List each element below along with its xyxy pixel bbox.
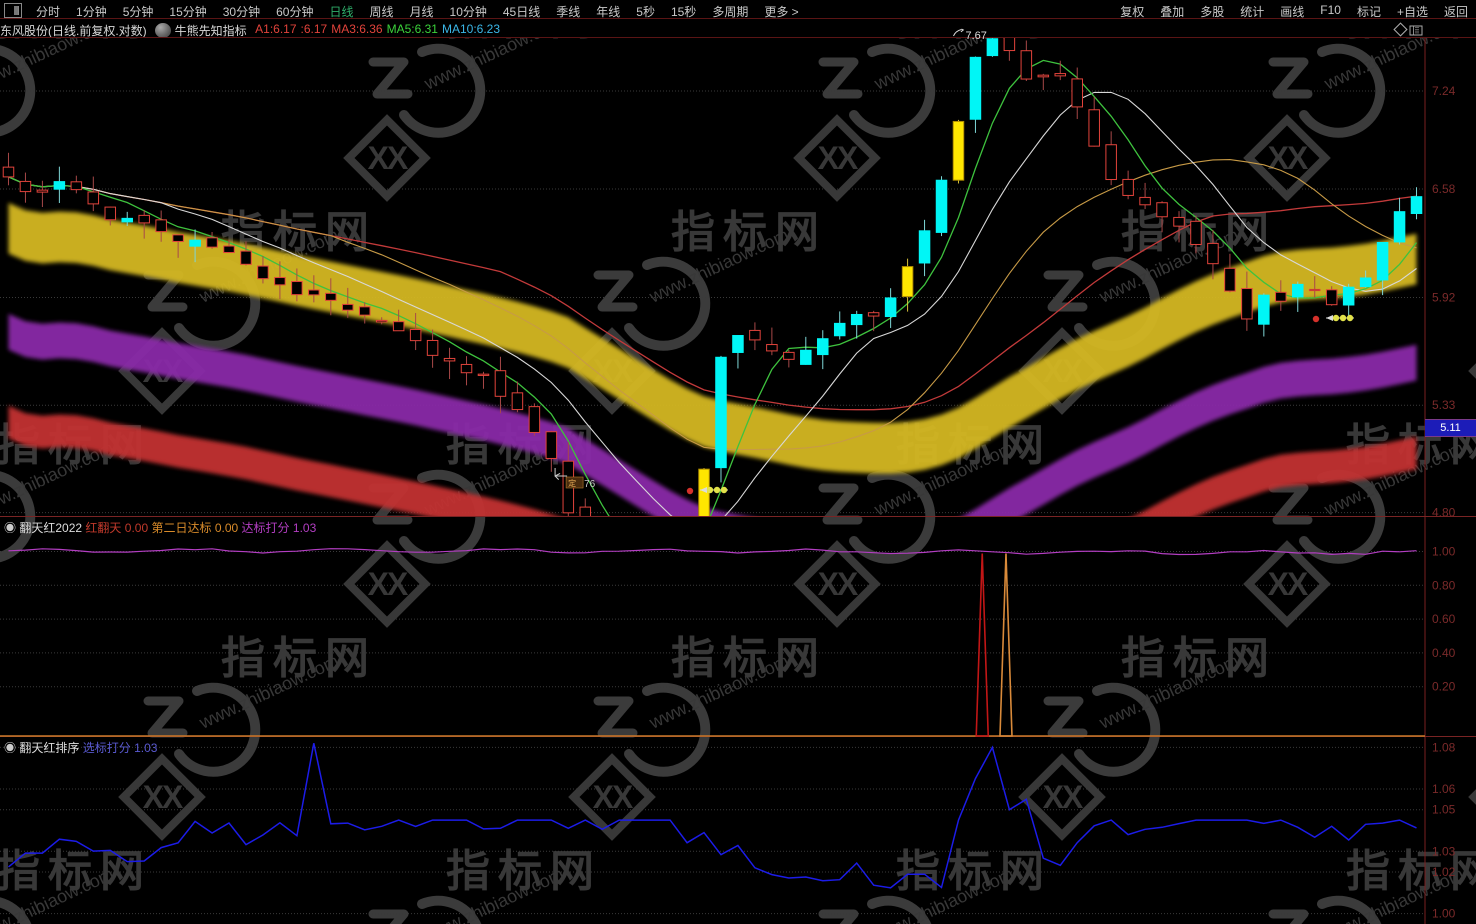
svg-text:0.20: 0.20: [1432, 680, 1456, 694]
svg-text:1.06: 1.06: [1432, 782, 1456, 796]
svg-text:7.67: 7.67: [966, 30, 987, 42]
svg-text:0.60: 0.60: [1432, 612, 1456, 626]
svg-text:1.08: 1.08: [1432, 740, 1456, 754]
svg-text:0.40: 0.40: [1432, 646, 1456, 660]
svg-text:定: 定: [568, 478, 576, 488]
svg-text:1.05: 1.05: [1432, 803, 1456, 817]
svg-text:5.92: 5.92: [1432, 290, 1456, 304]
svg-text:1.00: 1.00: [1432, 907, 1456, 921]
svg-text:7.24: 7.24: [1432, 84, 1456, 98]
svg-text:5.33: 5.33: [1432, 398, 1456, 412]
svg-text:1.00: 1.00: [1432, 545, 1456, 559]
svg-text:1.02: 1.02: [1432, 865, 1456, 879]
svg-text:1.03: 1.03: [1432, 844, 1456, 858]
svg-text:76: 76: [584, 479, 596, 490]
svg-text:0.80: 0.80: [1432, 578, 1456, 592]
svg-text:6.58: 6.58: [1432, 182, 1456, 196]
